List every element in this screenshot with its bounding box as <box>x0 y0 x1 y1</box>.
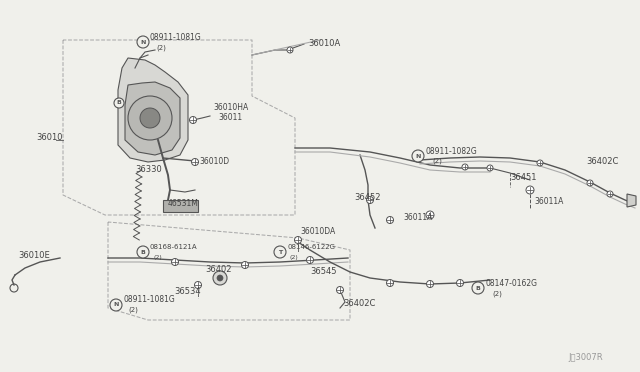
Circle shape <box>137 246 149 258</box>
Circle shape <box>526 186 534 194</box>
Text: 36451: 36451 <box>510 173 536 183</box>
Text: 36010HA: 36010HA <box>213 103 248 112</box>
Circle shape <box>241 262 248 269</box>
Text: 46531M: 46531M <box>168 199 199 208</box>
Text: 36402C: 36402C <box>586 157 618 167</box>
Text: (2): (2) <box>128 307 138 313</box>
Circle shape <box>213 271 227 285</box>
Circle shape <box>110 299 122 311</box>
Text: 08911-1081G: 08911-1081G <box>150 33 202 42</box>
Text: 36452: 36452 <box>354 193 381 202</box>
Circle shape <box>587 180 593 186</box>
Circle shape <box>172 259 179 266</box>
Text: 08168-6121A: 08168-6121A <box>150 244 198 250</box>
Circle shape <box>337 286 344 294</box>
Text: B: B <box>141 250 145 254</box>
Circle shape <box>274 246 286 258</box>
Text: 36011A: 36011A <box>534 196 563 205</box>
Circle shape <box>487 165 493 171</box>
Text: T: T <box>278 250 282 254</box>
Text: B: B <box>116 100 122 106</box>
Circle shape <box>294 237 301 244</box>
Circle shape <box>217 275 223 281</box>
Circle shape <box>114 98 124 108</box>
Text: 36534: 36534 <box>174 288 200 296</box>
Circle shape <box>426 211 434 219</box>
Text: 36010A: 36010A <box>308 39 340 48</box>
Text: 36011: 36011 <box>218 112 242 122</box>
Circle shape <box>128 96 172 140</box>
Text: (2): (2) <box>156 45 166 51</box>
Text: N: N <box>140 39 146 45</box>
Circle shape <box>456 279 463 286</box>
Circle shape <box>426 280 433 288</box>
Circle shape <box>191 158 198 166</box>
Circle shape <box>387 279 394 286</box>
Text: 08911-1082G: 08911-1082G <box>425 148 477 157</box>
Text: (2): (2) <box>290 254 299 260</box>
Text: 08147-0162G: 08147-0162G <box>485 279 537 289</box>
Circle shape <box>137 36 149 48</box>
Text: 36010DA: 36010DA <box>300 228 335 237</box>
Text: N: N <box>415 154 420 158</box>
Circle shape <box>140 108 160 128</box>
Text: 08911-1081G: 08911-1081G <box>123 295 175 305</box>
Circle shape <box>189 116 196 124</box>
Circle shape <box>412 150 424 162</box>
Circle shape <box>472 282 484 294</box>
Circle shape <box>307 257 314 263</box>
Text: 36010: 36010 <box>36 134 63 142</box>
Circle shape <box>287 47 293 53</box>
Polygon shape <box>125 82 180 155</box>
Polygon shape <box>118 58 188 162</box>
Circle shape <box>367 196 374 203</box>
Text: 36010E: 36010E <box>18 250 50 260</box>
Text: 36011A: 36011A <box>403 212 433 221</box>
Text: 36402: 36402 <box>205 266 232 275</box>
Circle shape <box>387 217 394 224</box>
Circle shape <box>462 164 468 170</box>
Circle shape <box>607 191 613 197</box>
Text: (2): (2) <box>492 291 502 297</box>
Polygon shape <box>627 194 636 207</box>
Text: J　3007R: J 3007R <box>568 353 603 362</box>
Polygon shape <box>163 200 198 212</box>
Text: (2): (2) <box>153 254 162 260</box>
Circle shape <box>195 282 202 289</box>
Text: 08146-6122G: 08146-6122G <box>287 244 335 250</box>
Text: 36330: 36330 <box>135 166 162 174</box>
Text: (2): (2) <box>432 158 442 164</box>
Text: N: N <box>113 302 118 308</box>
Circle shape <box>537 160 543 166</box>
Text: B: B <box>476 285 481 291</box>
Text: 36010D: 36010D <box>199 157 229 167</box>
Text: 36402C: 36402C <box>343 299 376 308</box>
Text: 36545: 36545 <box>310 267 337 276</box>
